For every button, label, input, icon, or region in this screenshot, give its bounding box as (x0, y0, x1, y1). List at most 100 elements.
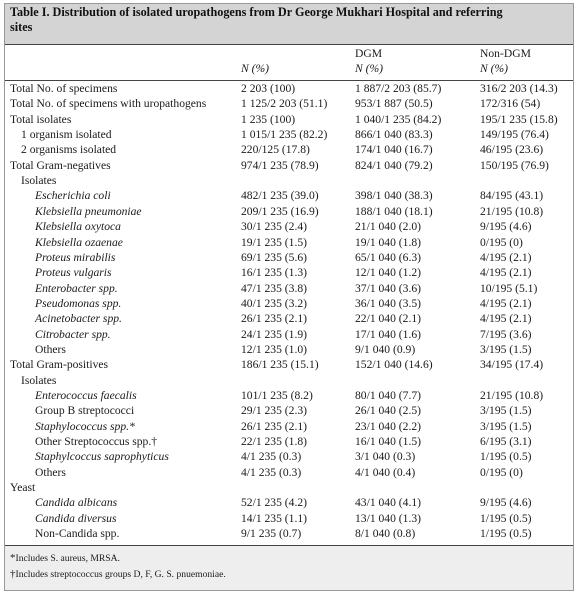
row-value-c1: 47/1 235 (3.8) (241, 281, 308, 295)
row-value-c2: 22/1 040 (2.1) (355, 312, 422, 326)
row-label: Other Streptococcus spp.† (35, 435, 158, 449)
row-value-c3: 3/195 (1.5) (480, 342, 532, 356)
row-value-c1: 26/1 235 (2.1) (241, 312, 308, 326)
row-value-c3: 195/1 235 (15.8) (480, 112, 558, 126)
row-value-c1: 69/1 235 (5.6) (241, 250, 308, 264)
row-value-c2: 152/1 040 (14.6) (355, 358, 433, 372)
row-value-c2: 80/1 040 (7.7) (355, 389, 422, 402)
row-value-c3: 7/195 (3.6) (480, 327, 532, 341)
row-label: Others (35, 465, 66, 479)
row-label: Klebsiella oxytoca (35, 220, 121, 234)
footnote-1-text: Includes S. aureus, MRSA. (15, 553, 120, 564)
table-frame (4, 3, 574, 591)
row-label: Total No. of specimens (10, 82, 118, 95)
row-value-c1: 2 203 (100) (241, 82, 296, 95)
row-label: 2 organisms isolated (21, 143, 117, 157)
row-value-c2: 12/1 040 (1.2) (355, 266, 422, 280)
footnote-band (5, 545, 573, 590)
row-value-c2: 4/1 040 (0.4) (355, 465, 416, 479)
row-value-c1: 14/1 235 (1.1) (241, 511, 308, 525)
row-value-c3: 3/195 (1.5) (480, 419, 532, 433)
row-value-c2: 3/1 040 (0.3) (355, 450, 416, 464)
row-value-c3: 316/2 203 (14.3) (480, 82, 558, 95)
row-value-c1: 209/1 235 (16.9) (241, 204, 319, 218)
row-label: Proteus vulgaris (35, 266, 112, 280)
row-value-c1: 482/1 235 (39.0) (241, 189, 319, 203)
row-value-c3: 4/195 (2.1) (480, 296, 532, 310)
row-value-c1: 1 235 (100) (241, 112, 296, 126)
row-value-c3: 149/195 (76.4) (480, 128, 549, 142)
row-value-c1: 30/1 235 (2.4) (241, 220, 308, 234)
row-label: Isolates (21, 373, 57, 387)
col-header-group-dgm: DGM (355, 47, 383, 60)
row-value-c3: 84/195 (43.1) (480, 189, 544, 203)
row-value-c2: 36/1 040 (3.5) (355, 296, 422, 310)
bottom-rule (5, 545, 573, 546)
row-value-c1: 186/1 235 (15.1) (241, 358, 319, 372)
row-label: Klebsiella ozaenae (35, 235, 123, 249)
row-value-c3: 172/316 (54) (480, 97, 541, 111)
row-value-c1: 19/1 235 (1.5) (241, 235, 308, 249)
row-label: Isolates (21, 174, 57, 188)
row-label: Yeast (10, 481, 36, 495)
row-value-c2: 8/1 040 (0.8) (355, 527, 416, 541)
footnote-1: *Includes S. aureus, MRSA. (10, 552, 120, 565)
row-value-c3: 4/195 (2.1) (480, 266, 532, 280)
row-value-c2: 174/1 040 (16.7) (355, 143, 433, 157)
row-label: Pseudomonas spp. (35, 296, 122, 310)
row-value-c1: 9/1 235 (0.7) (241, 527, 302, 541)
row-value-c3: 46/195 (23.6) (480, 143, 544, 157)
row-label: Total Gram-positives (10, 358, 109, 372)
row-label: Enterobacter spp. (35, 281, 118, 295)
row-value-c1: 16/1 235 (1.3) (241, 266, 308, 280)
row-label: Total No. of specimens with uropathogens (10, 97, 207, 111)
row-value-c1: 24/1 235 (1.9) (241, 327, 308, 341)
row-value-c3: 1/195 (0.5) (480, 450, 532, 464)
row-label: Staphylcoccus saprophyticus (35, 450, 169, 464)
row-value-c3: 1/195 (0.5) (480, 527, 532, 541)
row-label: Staphylococcus spp.* (35, 419, 135, 433)
row-value-c2: 17/1 040 (1.6) (355, 327, 422, 341)
row-value-c1: 974/1 235 (78.9) (241, 158, 319, 172)
row-label: Klebsiella pneumoniae (35, 204, 142, 218)
row-value-c2: 398/1 040 (38.3) (355, 189, 433, 203)
row-value-c3: 21/195 (10.8) (480, 389, 544, 402)
footnote-1-symbol: * (10, 552, 16, 564)
col-header-group-non-dgm: Non-DGM (480, 47, 531, 60)
row-value-c3: 21/195 (10.8) (480, 204, 544, 218)
row-value-c2: 65/1 040 (6.3) (355, 250, 422, 264)
row-value-c1: 29/1 235 (2.3) (241, 404, 308, 418)
row-value-c3: 3/195 (1.5) (480, 404, 532, 418)
row-value-c2: 824/1 040 (79.2) (355, 158, 433, 172)
row-label: Acinetobacter spp. (35, 312, 122, 326)
table-title-line-2: sites (10, 20, 33, 34)
row-value-c3: 6/195 (3.1) (480, 435, 532, 449)
row-value-c1: 40/1 235 (3.2) (241, 296, 308, 310)
row-value-c1: 4/1 235 (0.3) (241, 465, 302, 479)
row-value-c2: 23/1 040 (2.2) (355, 419, 422, 433)
row-value-c1: 220/125 (17.8) (241, 143, 310, 157)
row-value-c1: 4/1 235 (0.3) (241, 450, 302, 464)
row-value-c2: 1 040/1 235 (84.2) (355, 112, 442, 126)
row-value-c2: 953/1 887 (50.5) (355, 97, 433, 111)
row-value-c2: 866/1 040 (83.3) (355, 128, 433, 142)
row-value-c3: 4/195 (2.1) (480, 312, 532, 326)
row-label: Group B streptococci (35, 404, 135, 418)
row-label: Total Gram-negatives (10, 158, 111, 172)
title-rule (5, 44, 573, 45)
row-value-c2: 16/1 040 (1.5) (355, 435, 422, 449)
footnote-2: †Includes streptococcus groups D, F, G. … (10, 568, 226, 581)
row-value-c3: 1/195 (0.5) (480, 511, 532, 525)
row-value-c2: 13/1 040 (1.3) (355, 511, 422, 525)
row-value-c2: 37/1 040 (3.6) (355, 281, 422, 295)
row-label: Candida albicans (35, 496, 118, 510)
row-value-c2: 9/1 040 (0.9) (355, 342, 416, 356)
row-value-c2: 26/1 040 (2.5) (355, 404, 422, 418)
row-value-c1: 26/1 235 (2.1) (241, 419, 308, 433)
row-value-c1: 52/1 235 (4.2) (241, 496, 308, 510)
row-value-c1: 22/1 235 (1.8) (241, 435, 308, 449)
row-value-c2: 19/1 040 (1.8) (355, 235, 422, 249)
row-value-c1: 101/1 235 (8.2) (241, 389, 313, 402)
row-value-c3: 9/195 (4.6) (480, 220, 532, 234)
